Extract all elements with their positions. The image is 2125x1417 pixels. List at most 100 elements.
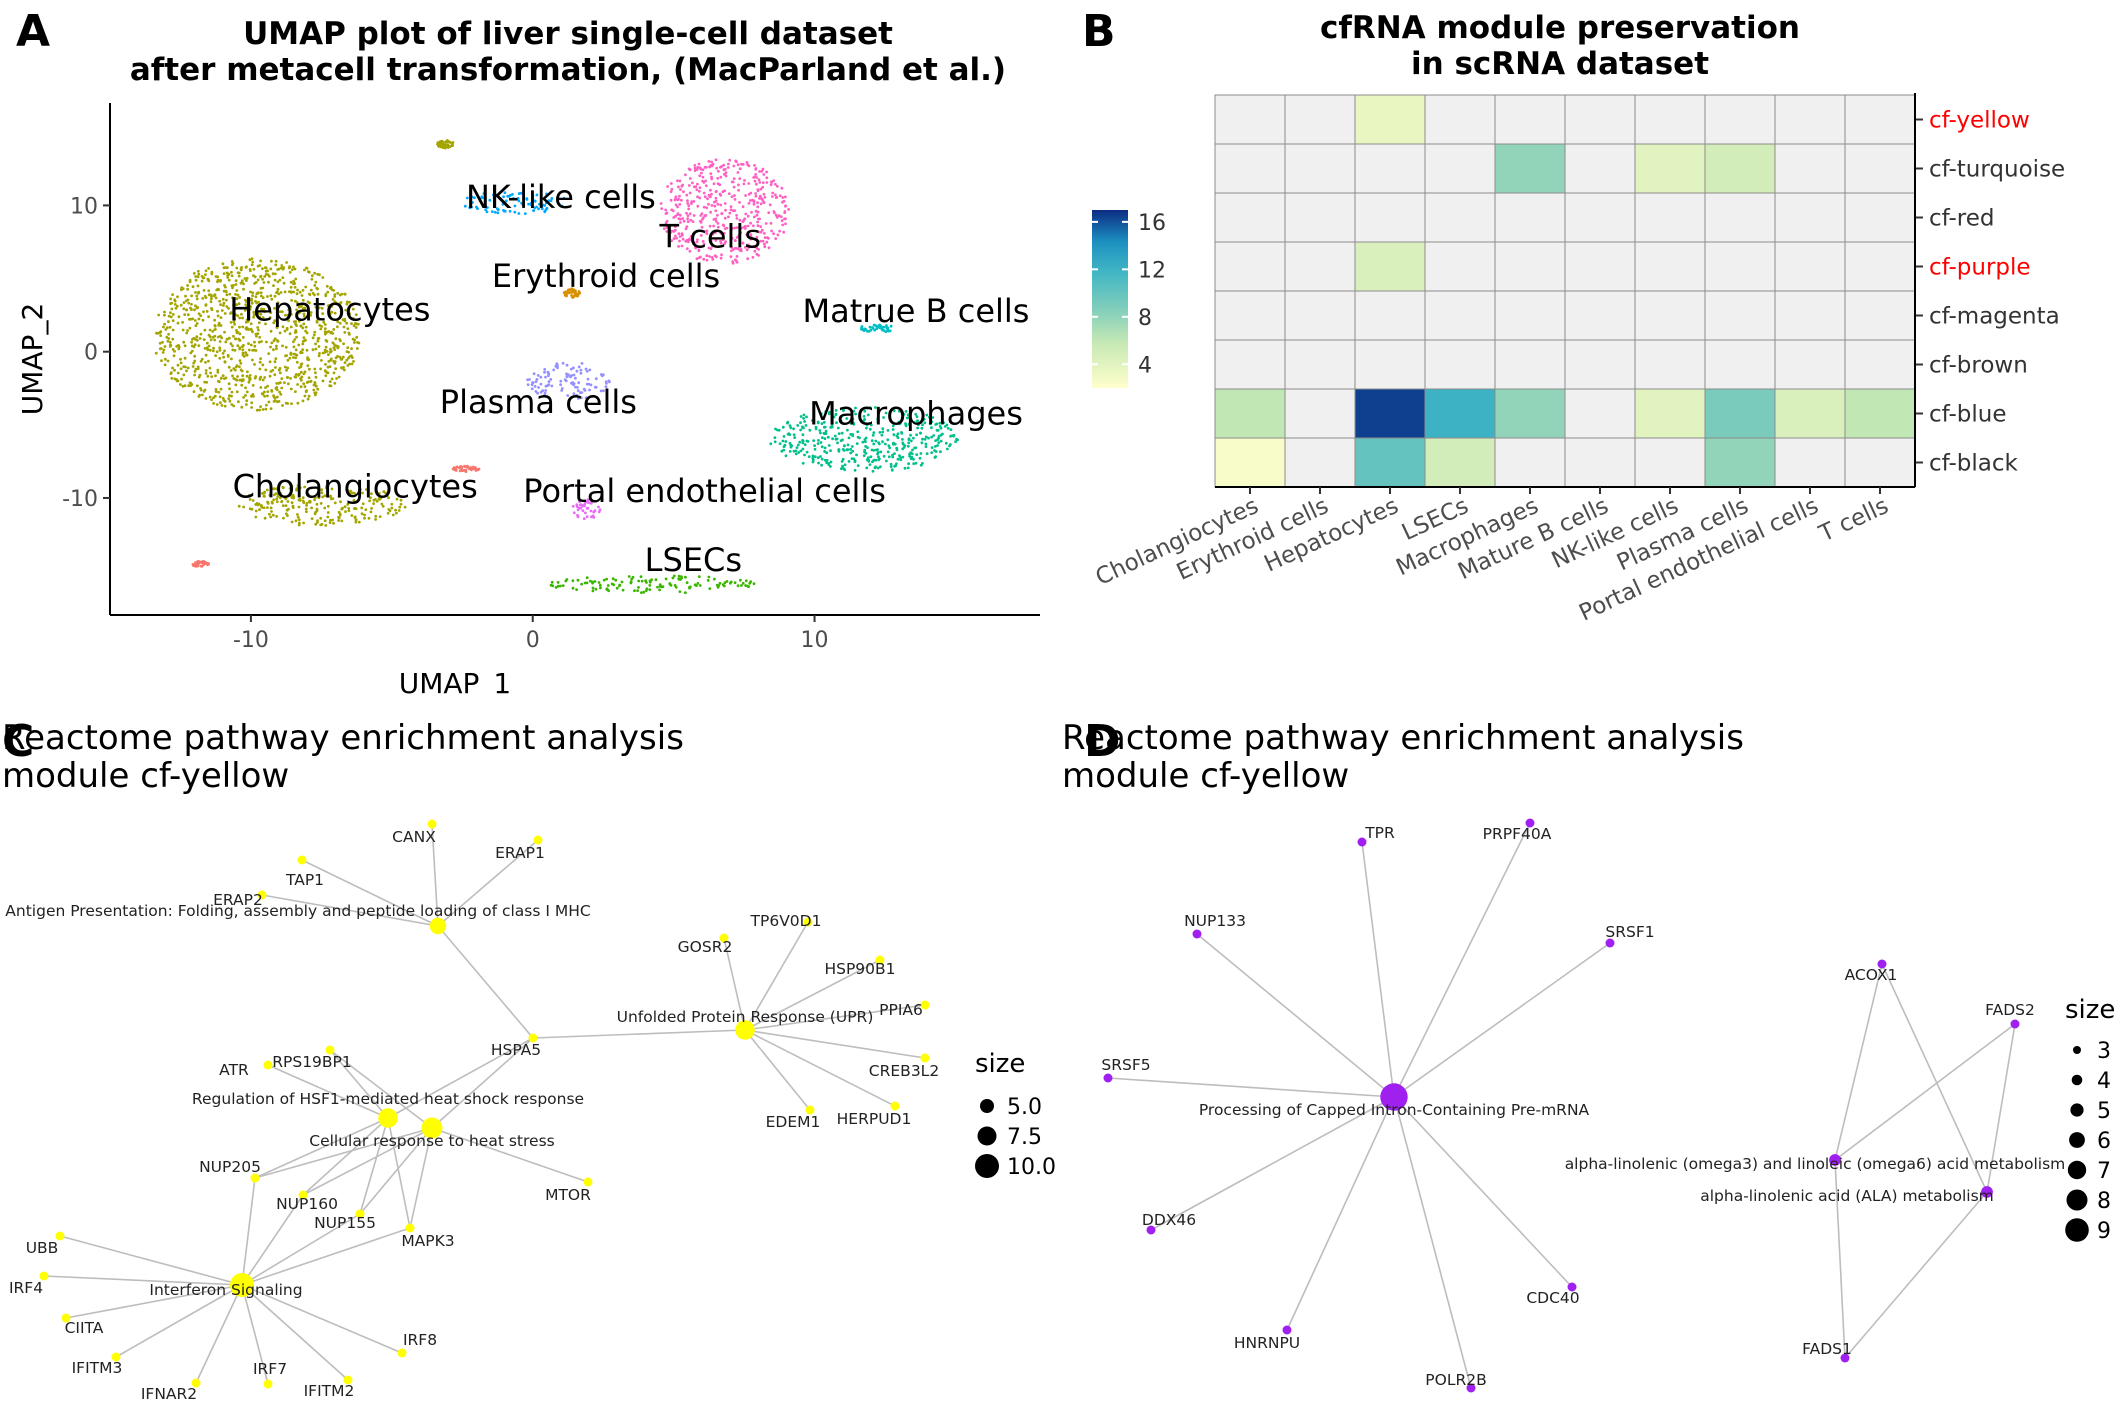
umap-point — [337, 495, 341, 498]
netd-gene-label-nup133: NUP133 — [1184, 912, 1246, 930]
umap-point — [537, 207, 540, 211]
netc-edge — [359, 1127, 433, 1215]
umap-point — [602, 578, 606, 582]
umap-point — [275, 388, 279, 392]
umap-point — [240, 279, 244, 283]
umap-point — [245, 304, 249, 308]
umap-point — [159, 334, 163, 337]
netc-edge — [302, 1127, 433, 1196]
umap-point — [735, 260, 739, 264]
umap-point — [330, 310, 334, 314]
umap-point — [901, 455, 905, 459]
umap-point — [323, 323, 327, 326]
umap-point — [273, 319, 277, 323]
umap-point — [532, 372, 536, 376]
umap-point — [863, 409, 867, 413]
umap-point — [212, 346, 216, 350]
umap-point — [589, 383, 593, 387]
umap-point — [874, 439, 878, 443]
umap-point — [803, 443, 807, 446]
umap-point — [569, 374, 572, 378]
umap-point — [370, 507, 373, 510]
umap-point — [200, 357, 204, 361]
umap-point — [767, 236, 770, 240]
umap-point — [699, 167, 703, 171]
umap-point — [206, 277, 210, 281]
umap-point — [575, 393, 579, 397]
umap-point — [747, 192, 751, 196]
umap-point — [470, 195, 474, 199]
umap-point — [190, 294, 194, 298]
umap-point — [192, 361, 196, 365]
netc-edge — [65, 1284, 243, 1319]
umap-point — [754, 192, 757, 195]
umap-point — [820, 422, 824, 425]
umap-point — [463, 464, 466, 468]
umap-point — [718, 192, 722, 196]
umap-point — [863, 418, 867, 421]
umap-point — [588, 368, 592, 372]
umap-point — [725, 580, 729, 583]
umap-point — [247, 342, 250, 345]
umap-point — [266, 394, 269, 398]
umap-point — [741, 163, 745, 166]
netd-pathway-label-omega: alpha-linolenic (omega3) and linoleic (o… — [1565, 1155, 2066, 1173]
umap-point — [305, 266, 309, 270]
umap-point — [698, 196, 702, 200]
umap-point — [212, 402, 216, 405]
umap-point — [181, 328, 185, 332]
umap-point — [878, 323, 881, 327]
umap-point — [275, 347, 278, 351]
umap-point — [780, 219, 784, 223]
netd-legend-dot — [2070, 1103, 2084, 1117]
umap-point — [284, 512, 288, 516]
umap-point — [781, 439, 785, 443]
umap-point — [218, 395, 222, 399]
umap-point — [802, 417, 805, 420]
umap-label-nk-like-cells: NK-like cells — [466, 178, 656, 216]
umap-point — [874, 458, 878, 462]
umap-point — [813, 447, 817, 451]
netd-legend-label: 5 — [2097, 1099, 2111, 1124]
netc-gene-label-ifitm3: IFITM3 — [72, 1359, 123, 1377]
umap-point — [530, 383, 534, 387]
heatmap-cell-cf-purple-portal-endothelial-cells — [1774, 241, 1846, 292]
umap-point — [321, 495, 324, 499]
umap-point — [478, 197, 482, 200]
umap-point — [300, 375, 304, 379]
umap-point — [295, 335, 298, 339]
umap-point — [936, 444, 939, 447]
netc-edge — [744, 1029, 811, 1111]
umap-point — [572, 366, 575, 370]
umap-point — [369, 496, 372, 500]
umap-point — [238, 359, 242, 362]
netd-edge — [1286, 1096, 1395, 1331]
umap-point — [241, 316, 244, 320]
umap-point — [911, 448, 914, 452]
umap-point — [227, 397, 231, 400]
umap-point — [258, 408, 261, 412]
umap-point — [213, 318, 217, 322]
umap-point — [343, 319, 347, 323]
umap-point — [255, 313, 258, 316]
umap-point — [710, 204, 714, 207]
umap-point — [564, 579, 568, 583]
umap-point — [924, 435, 928, 439]
umap-point — [473, 466, 477, 470]
umap-point — [722, 168, 726, 172]
umap-point — [770, 229, 773, 233]
netd-gene-node-ddx46 — [1146, 1225, 1156, 1235]
heatmap-cell-cf-red-mature-b-cells — [1564, 192, 1636, 243]
umap-point — [735, 214, 738, 217]
umap-point — [215, 350, 219, 354]
umap-point — [723, 216, 727, 220]
netc-gene-label-ciita: CIITA — [65, 1319, 104, 1337]
netc-gene-label-irf7: IRF7 — [253, 1360, 287, 1378]
netc-edge — [59, 1235, 243, 1286]
umap-point — [336, 320, 340, 324]
umap-point — [781, 200, 784, 204]
umap-point — [278, 381, 282, 385]
umap-point — [289, 280, 293, 284]
umap-point — [710, 160, 713, 164]
umap-point — [353, 341, 356, 344]
